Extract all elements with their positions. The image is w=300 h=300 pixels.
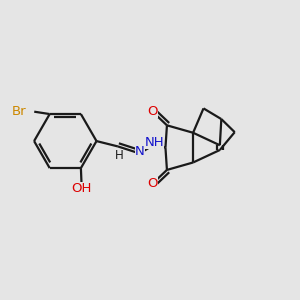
Text: N: N [135,145,145,158]
Text: Br: Br [12,105,27,118]
Text: OH: OH [71,182,92,195]
Text: H: H [114,149,123,162]
Text: NH: NH [144,136,164,149]
Text: O: O [147,105,158,118]
Text: O: O [147,177,158,190]
